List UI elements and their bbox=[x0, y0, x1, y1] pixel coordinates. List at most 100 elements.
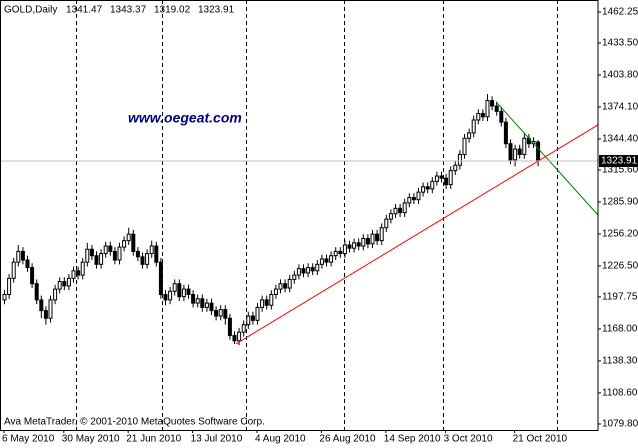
candle-body bbox=[347, 244, 352, 249]
x-tick-label: 26 Aug 2010 bbox=[319, 434, 376, 445]
candle-body bbox=[306, 267, 311, 274]
header-close: 1323.91 bbox=[198, 5, 235, 16]
candle-body bbox=[471, 119, 476, 134]
candle-body bbox=[361, 237, 366, 247]
y-tick-label: 1226.50 bbox=[602, 261, 638, 272]
candle-body bbox=[398, 207, 403, 214]
candle-body bbox=[393, 207, 398, 215]
candle-body bbox=[338, 250, 343, 255]
candle-body bbox=[246, 315, 251, 326]
candle-body bbox=[425, 186, 430, 190]
candle-body bbox=[448, 170, 453, 186]
candle-body bbox=[7, 277, 12, 295]
candle-body bbox=[264, 299, 269, 306]
candle-body bbox=[209, 302, 214, 312]
y-tick-label: 1108.60 bbox=[602, 388, 638, 399]
candle-body bbox=[2, 293, 7, 301]
candle-body bbox=[439, 175, 444, 179]
candle-body bbox=[485, 100, 490, 118]
candle-body bbox=[329, 255, 334, 263]
candle-body bbox=[108, 245, 113, 252]
candle-body bbox=[352, 242, 357, 249]
candle-body bbox=[76, 270, 81, 276]
candle-body bbox=[503, 121, 508, 145]
candle-body bbox=[112, 250, 117, 261]
candle-body bbox=[278, 283, 283, 290]
candle-body bbox=[255, 306, 260, 321]
candle-body bbox=[384, 218, 389, 229]
candle-body bbox=[310, 267, 315, 272]
candle-body bbox=[20, 250, 25, 261]
candle-body bbox=[324, 258, 329, 263]
candle-body bbox=[30, 267, 35, 285]
candle-body bbox=[287, 278, 292, 289]
x-tick-label: 21 Jun 2010 bbox=[126, 434, 181, 445]
candle-body bbox=[191, 293, 196, 304]
header-open: 1341.47 bbox=[66, 5, 103, 16]
candle-body bbox=[269, 293, 274, 306]
candle-body bbox=[301, 268, 306, 274]
candle-body bbox=[34, 283, 39, 301]
candle-body bbox=[273, 288, 278, 295]
plot-border bbox=[0, 0, 599, 431]
candle-body bbox=[319, 258, 324, 265]
candle-body bbox=[388, 213, 393, 220]
candle-body bbox=[158, 261, 163, 295]
candle-body bbox=[80, 261, 85, 276]
candle-body bbox=[379, 227, 384, 242]
watermark: www.oegeat.com bbox=[128, 110, 242, 126]
candle-body bbox=[186, 288, 191, 295]
y-tick-label: 1285.90 bbox=[602, 197, 638, 208]
candle-body bbox=[444, 177, 449, 186]
candle-body bbox=[48, 299, 53, 319]
candle-body bbox=[296, 268, 301, 276]
y-tick-label: 1197.75 bbox=[602, 292, 638, 303]
candle-body bbox=[480, 113, 485, 118]
candle-body bbox=[122, 240, 127, 248]
x-tick-label: 14 Sep 2010 bbox=[384, 434, 441, 445]
x-tick-label: 13 Jul 2010 bbox=[191, 434, 243, 445]
candle-body bbox=[260, 299, 265, 308]
candle-body bbox=[227, 317, 232, 336]
candle-body bbox=[356, 242, 361, 247]
y-tick-label: 1256.20 bbox=[602, 229, 638, 240]
candle-body bbox=[421, 186, 426, 193]
candle-body bbox=[43, 310, 48, 319]
candle-body bbox=[181, 288, 186, 298]
candle-body bbox=[490, 100, 495, 107]
candle-body bbox=[462, 137, 467, 155]
header-low: 1319.02 bbox=[154, 5, 191, 16]
candle-body bbox=[467, 132, 472, 139]
candle-body bbox=[457, 153, 462, 166]
candle-body bbox=[163, 293, 168, 301]
candle-body bbox=[411, 197, 416, 201]
candle-body bbox=[85, 248, 90, 263]
candle-body bbox=[453, 164, 458, 172]
candle-body bbox=[402, 202, 407, 214]
candle-body bbox=[135, 250, 140, 258]
candle-body bbox=[517, 148, 522, 155]
period-separators bbox=[76, 0, 558, 430]
candle-body bbox=[508, 143, 513, 161]
candle-body bbox=[494, 105, 499, 112]
x-tick-label: 21 Oct 2010 bbox=[513, 434, 568, 445]
y-tick-label: 1138.30 bbox=[602, 356, 638, 367]
candle-body bbox=[145, 253, 150, 265]
candle-body bbox=[499, 110, 504, 123]
candle-body bbox=[214, 310, 219, 317]
candle-body bbox=[292, 274, 297, 280]
candle-body bbox=[416, 191, 421, 201]
x-tick-label: 6 May 2010 bbox=[2, 434, 55, 445]
candle-body bbox=[283, 283, 288, 289]
candle-body bbox=[168, 290, 173, 301]
candle-body bbox=[237, 331, 242, 342]
candle-body bbox=[131, 233, 136, 252]
candle-body bbox=[11, 261, 16, 279]
candle-body bbox=[177, 283, 182, 298]
candle-body bbox=[250, 315, 255, 321]
candle-body bbox=[333, 250, 338, 257]
footer: Ava MetaTrader, © 2001-2010 MetaQuotes S… bbox=[4, 417, 265, 428]
y-tick-label: 1374.10 bbox=[602, 102, 638, 113]
